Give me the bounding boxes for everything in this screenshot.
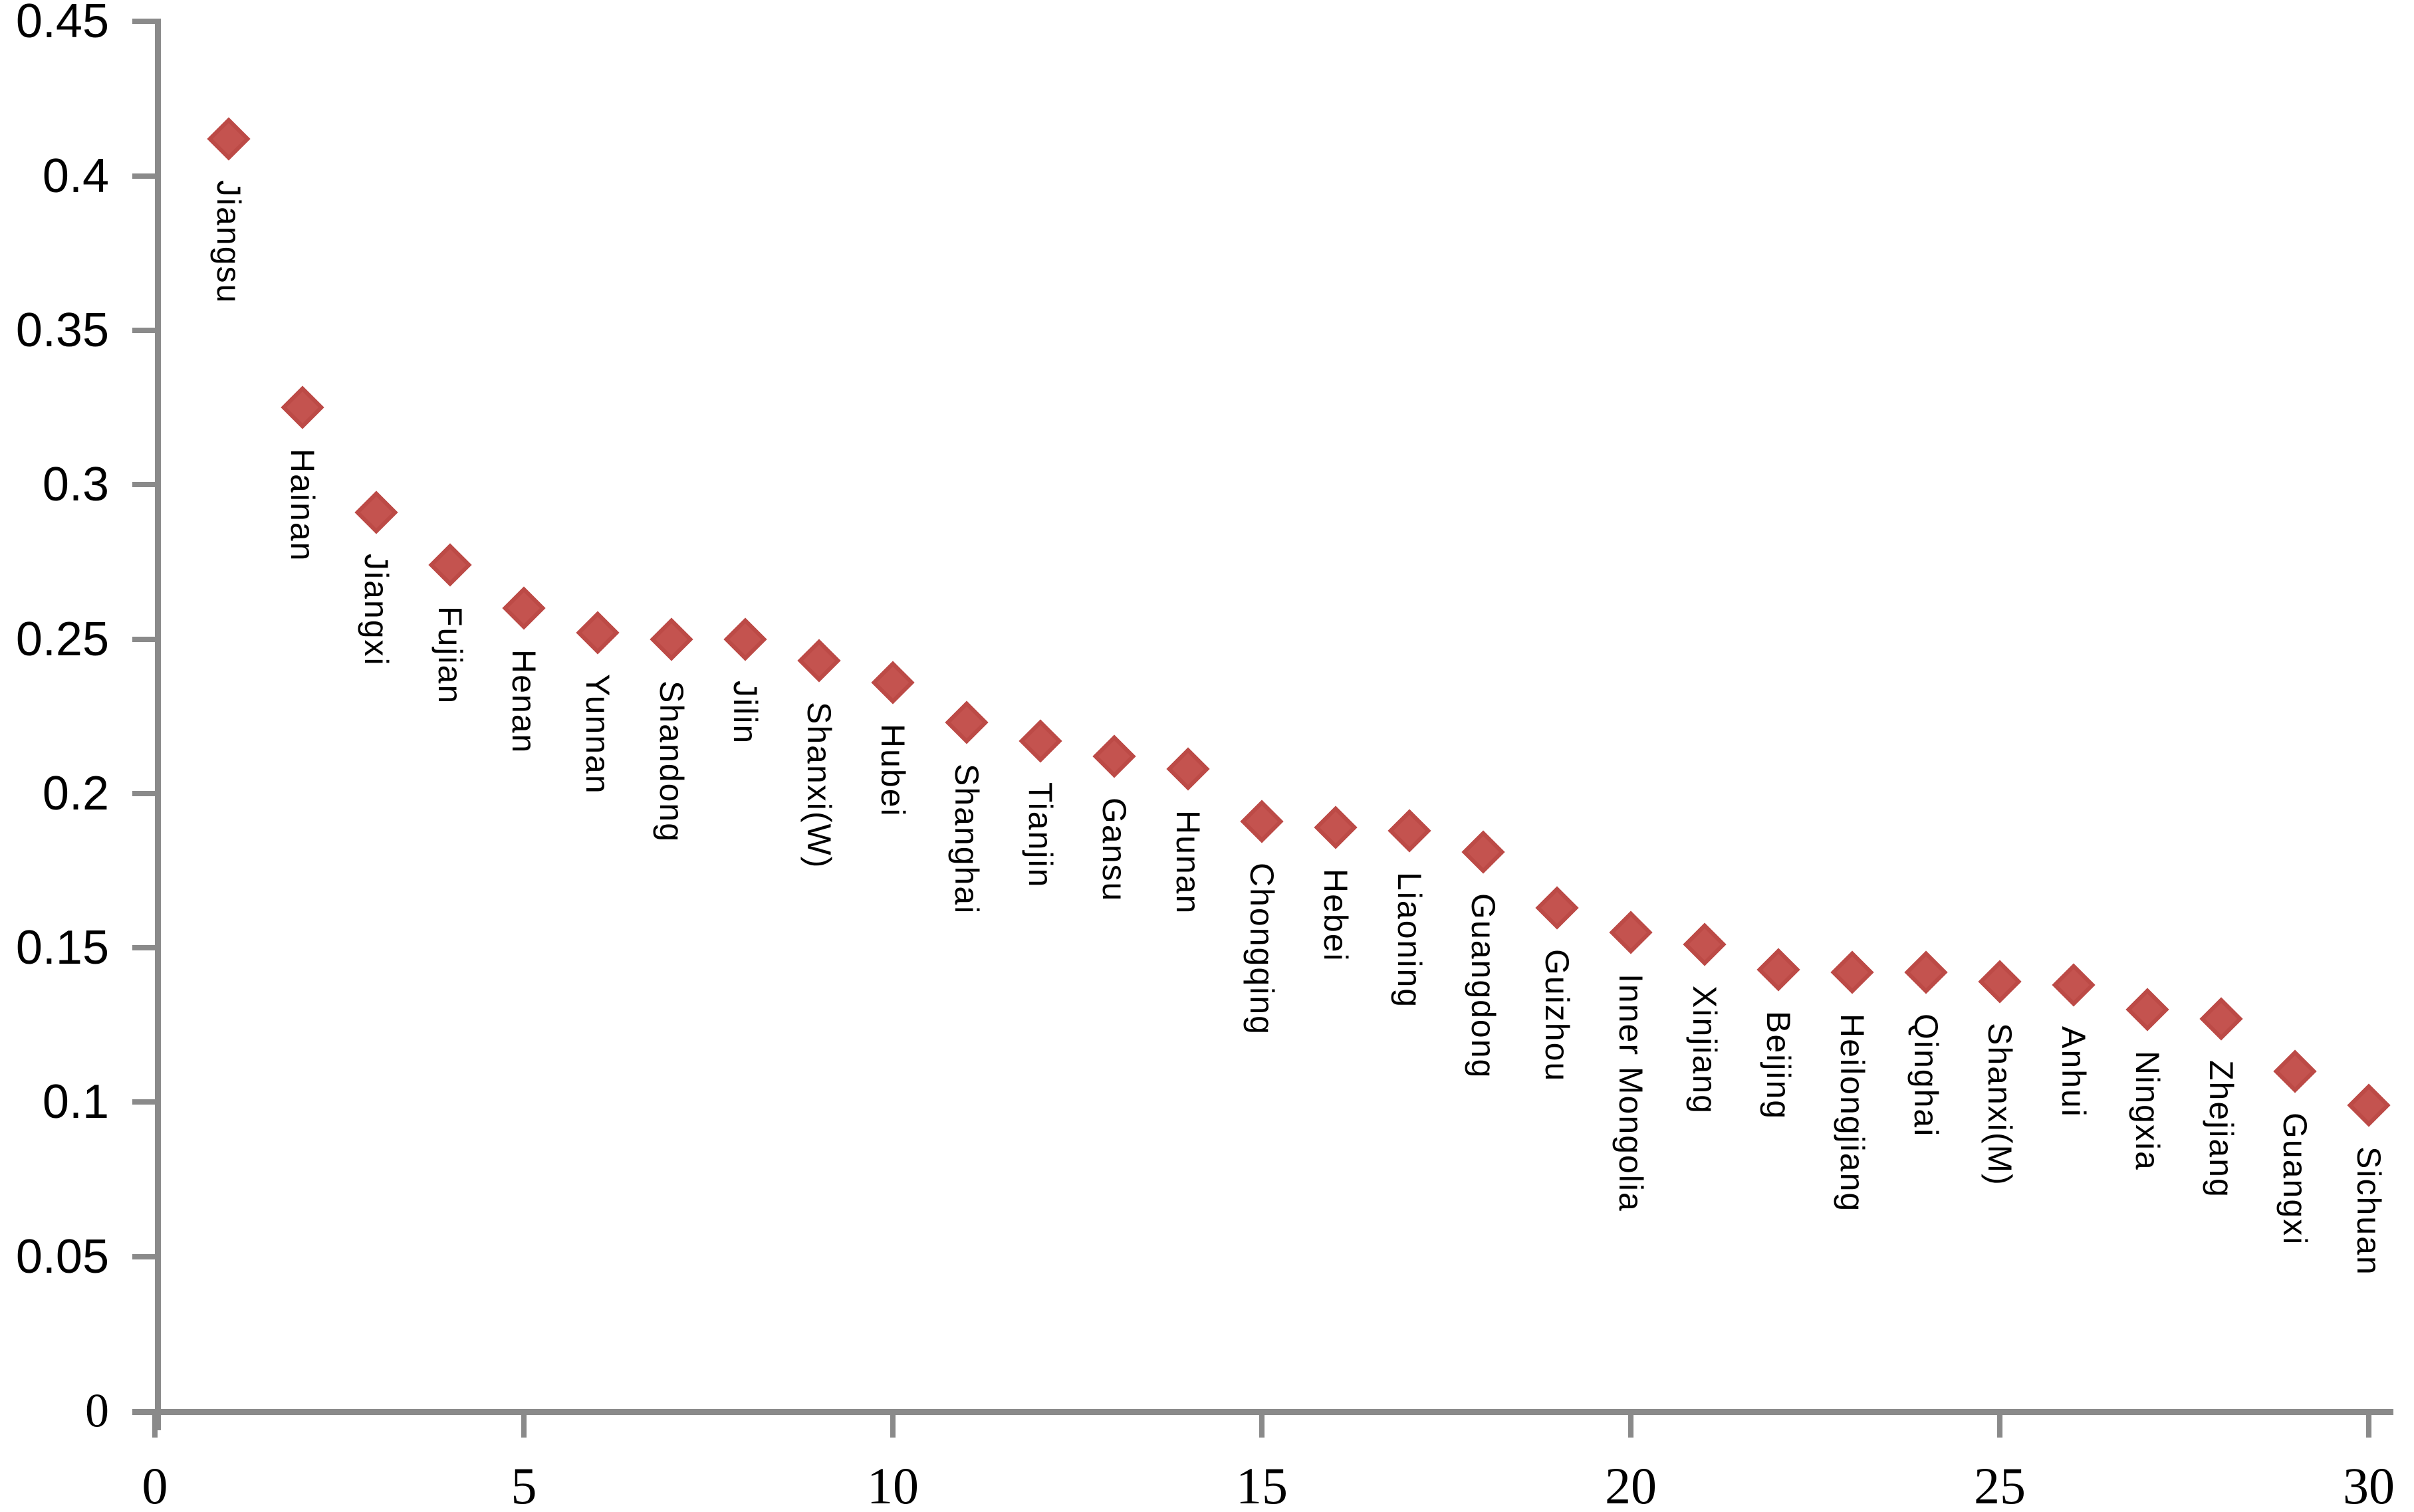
data-point-marker	[1240, 800, 1284, 843]
y-axis-tick	[132, 945, 155, 950]
y-axis-line	[155, 19, 161, 1430]
data-point-marker	[1756, 948, 1800, 992]
data-point-marker	[650, 617, 693, 661]
data-point-label: Anhui	[2055, 1026, 2092, 1118]
data-point-label: Guangdong	[1465, 893, 1502, 1079]
y-axis-tick	[132, 791, 155, 796]
x-axis-tick-label: 30	[2343, 1457, 2395, 1512]
data-point-marker	[1019, 719, 1062, 763]
x-axis-tick	[890, 1415, 896, 1438]
x-axis-tick	[1259, 1415, 1265, 1438]
data-point-label: Sichuan	[2350, 1146, 2387, 1276]
data-point-label: Qinghai	[1907, 1014, 1945, 1138]
data-point-marker	[2125, 988, 2169, 1031]
data-point-label: Jiangxi	[358, 554, 395, 667]
data-point-marker	[576, 611, 620, 655]
data-point-label: Heilongjiang	[1834, 1014, 1871, 1213]
data-point-label: Beijing	[1760, 1011, 1797, 1121]
y-axis-tick	[132, 1254, 155, 1259]
data-point-marker	[945, 701, 989, 744]
x-axis-tick-label: 20	[1605, 1457, 1657, 1512]
data-point-label: Yunnan	[579, 674, 616, 795]
data-point-marker	[354, 490, 398, 534]
data-point-label: Ningxia	[2129, 1051, 2166, 1171]
y-axis-tick	[132, 328, 155, 333]
y-axis-tick	[132, 1099, 155, 1105]
y-axis-tick-label: 0.25	[15, 613, 109, 666]
data-point-marker	[502, 586, 546, 630]
y-axis-tick-label: 0.35	[15, 304, 109, 357]
data-point-marker	[1904, 950, 1948, 994]
x-axis-tick	[521, 1415, 527, 1438]
data-point-label: Jiangsu	[210, 180, 247, 304]
data-point-marker	[2273, 1049, 2317, 1093]
x-axis-tick	[2366, 1415, 2371, 1438]
data-point-label: Guizhou	[1538, 949, 1576, 1083]
data-point-marker	[281, 385, 324, 429]
data-point-marker	[797, 639, 841, 683]
data-point-label: Fujian	[431, 606, 469, 705]
data-point-label: Guangxi	[2276, 1113, 2314, 1246]
data-point-label: Jilin	[727, 681, 764, 745]
data-point-label: Zhejiang	[2203, 1060, 2240, 1198]
data-point-label: Xinjiang	[1686, 986, 1723, 1115]
x-axis-tick-label: 15	[1236, 1457, 1288, 1512]
data-point-marker	[1830, 950, 1874, 994]
data-point-marker	[1314, 806, 1358, 849]
y-axis-tick-label: 0.1	[42, 1075, 109, 1129]
y-axis-tick-label: 0.2	[42, 767, 109, 820]
y-axis-tick-label: 0.4	[42, 150, 109, 203]
y-axis-tick-label: 0.45	[15, 0, 109, 48]
data-point-label: Chongqing	[1243, 863, 1280, 1035]
data-point-marker	[1978, 960, 2022, 1004]
data-point-marker	[1388, 809, 1431, 853]
data-point-marker	[1683, 922, 1727, 966]
y-axis-tick-label: 0	[85, 1384, 109, 1438]
data-point-label: Hubei	[874, 724, 911, 817]
data-point-marker	[2052, 963, 2096, 1007]
data-point-label: Shandong	[653, 681, 690, 843]
y-axis-tick-label: 0.15	[15, 921, 109, 974]
data-point-marker	[2347, 1083, 2391, 1127]
x-axis-tick-label: 25	[1974, 1457, 2026, 1512]
y-axis-tick	[132, 637, 155, 642]
data-point-label: Tianjin	[1022, 782, 1059, 889]
x-axis-tick	[1997, 1415, 2002, 1438]
data-point-marker	[428, 543, 472, 587]
data-point-label: Shanghai	[948, 764, 985, 915]
data-point-marker	[723, 617, 767, 661]
data-point-label: Hunan	[1169, 810, 1207, 915]
data-point-marker	[1609, 911, 1653, 954]
data-point-label: Hebei	[1317, 869, 1354, 962]
x-axis-tick	[1628, 1415, 1633, 1438]
y-axis-tick	[132, 482, 155, 487]
data-point-marker	[1166, 747, 1210, 791]
data-point-label: Shanxi(W)	[800, 702, 838, 869]
data-point-label: Liaoning	[1391, 872, 1428, 1009]
data-point-marker	[1092, 734, 1136, 778]
data-point-marker	[207, 117, 251, 161]
y-axis-tick-label: 0.05	[15, 1230, 109, 1283]
data-point-label: Shanxi(M)	[1981, 1023, 2018, 1186]
data-point-marker	[2199, 997, 2243, 1041]
data-point-marker	[1535, 886, 1579, 930]
data-point-label: Hainan	[284, 449, 321, 562]
data-point-marker	[1461, 830, 1505, 874]
data-point-label: Henan	[505, 649, 543, 754]
data-point-marker	[871, 661, 915, 704]
x-axis-tick-label: 10	[867, 1457, 919, 1512]
data-point-label: Inner Mongolia	[1612, 974, 1649, 1212]
x-axis-line	[132, 1409, 2393, 1415]
y-axis-tick	[132, 173, 155, 179]
y-axis-tick	[132, 19, 155, 24]
data-point-label: Gansu	[1096, 798, 1133, 903]
y-axis-tick-label: 0.3	[42, 458, 109, 511]
x-axis-tick-label: 5	[511, 1457, 537, 1512]
x-axis-tick-label: 0	[142, 1457, 168, 1512]
x-axis-tick	[152, 1415, 158, 1438]
